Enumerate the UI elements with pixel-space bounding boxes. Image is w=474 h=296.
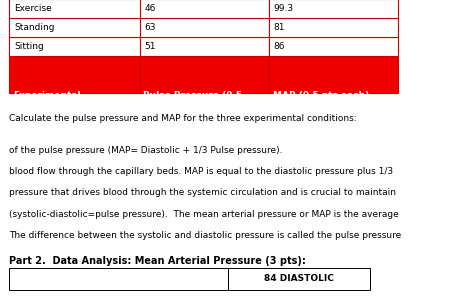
- Text: Calculate the pulse pressure and MAP for the three experimental conditions:: Calculate the pulse pressure and MAP for…: [9, 114, 357, 123]
- Bar: [9, 37, 140, 56]
- Text: Exercise: Exercise: [14, 4, 52, 13]
- Text: pressure that drives blood through the systemic circulation and is crucial to ma: pressure that drives blood through the s…: [9, 188, 396, 197]
- Text: Pulse Pressure (0.5
pts each): Pulse Pressure (0.5 pts each): [144, 91, 243, 110]
- Text: Part 2.  Data Analysis: Mean Arterial Pressure (3 pts):: Part 2. Data Analysis: Mean Arterial Pre…: [9, 256, 306, 266]
- Text: 86: 86: [274, 42, 285, 51]
- Bar: [269, 56, 398, 93]
- Bar: [140, 18, 269, 37]
- Bar: [9, 18, 140, 37]
- Text: of the pulse pressure (MAP= Diastolic + 1/3 Pulse pressure).: of the pulse pressure (MAP= Diastolic + …: [9, 146, 283, 155]
- Text: Standing: Standing: [14, 23, 55, 32]
- Text: MAP (0.5 pts each): MAP (0.5 pts each): [273, 91, 369, 100]
- Bar: [140, 37, 269, 56]
- Text: 46: 46: [145, 4, 156, 13]
- Bar: [140, 0, 269, 18]
- Bar: [269, 37, 398, 56]
- Text: Experimental
Condition: Experimental Condition: [13, 91, 81, 110]
- Bar: [9, 56, 140, 93]
- Bar: [269, 18, 398, 37]
- Text: Sitting: Sitting: [14, 42, 44, 51]
- Bar: [9, 0, 140, 18]
- Text: 81: 81: [274, 23, 285, 32]
- Bar: [140, 56, 269, 93]
- Text: blood flow through the capillary beds. MAP is equal to the diastolic pressure pl: blood flow through the capillary beds. M…: [9, 167, 393, 176]
- Text: 63: 63: [145, 23, 156, 32]
- Bar: [228, 268, 370, 290]
- Text: (systolic-diastolic=pulse pressure).  The mean arterial pressure or MAP is the a: (systolic-diastolic=pulse pressure). The…: [9, 210, 399, 218]
- Bar: [269, 0, 398, 18]
- Text: The difference between the systolic and diastolic pressure is called the pulse p: The difference between the systolic and …: [9, 231, 402, 240]
- Text: 51: 51: [145, 42, 156, 51]
- Text: 84 DIASTOLIC: 84 DIASTOLIC: [264, 274, 334, 284]
- Text: 99.3: 99.3: [274, 4, 294, 13]
- Bar: [9, 268, 228, 290]
